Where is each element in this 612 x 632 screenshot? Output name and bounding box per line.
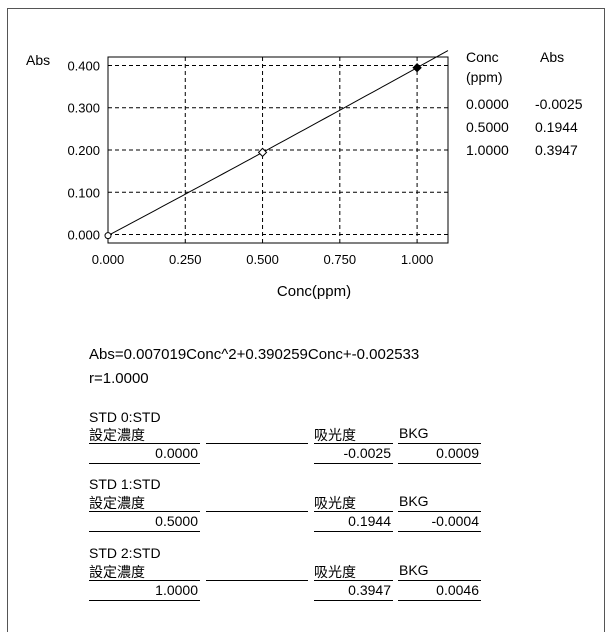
standard-block-1: STD 1:STD 設定濃度 吸光度 BKG 0.5000 0.1944 -0.… [89,476,489,532]
regression-equation: Abs=0.007019Conc^2+0.390259Conc+-0.00253… [89,346,420,363]
y-tick-label: 0.000 [67,228,100,243]
x-tick-label: 1.000 [401,252,434,267]
data-point-2 [412,62,422,73]
value-absorbance: -0.0025 [343,445,391,461]
table-header-conc: Conc [466,49,499,65]
table-row-0-conc: 0.0000 [466,96,509,112]
calibration-table: Conc (ppm) Abs 0.0000 -0.0025 0.5000 0.1… [0,0,612,160]
x-tick-label: 0.250 [169,252,202,267]
label-bkg: BKG [399,425,429,441]
x-tick-label: 0.500 [246,252,279,267]
underline [89,443,200,444]
data-point-1 [257,147,268,158]
report-frame [7,8,605,632]
label-set-concentration: 設定濃度 [89,564,145,580]
underline [206,580,308,581]
underline [314,443,393,444]
calibration-curve [107,50,449,237]
x-axis-label: Conc(ppm) [277,283,351,300]
value-set-concentration: 1.0000 [155,582,198,598]
label-absorbance: 吸光度 [314,564,356,580]
label-set-concentration: 設定濃度 [89,427,145,443]
underline [398,443,481,444]
value-bkg: 0.0009 [436,445,479,461]
underline [89,580,200,581]
underline [314,580,393,581]
value-bkg: -0.0004 [431,513,479,529]
table-row-1-abs: 0.1944 [535,119,578,135]
standard-name: STD 1:STD [89,476,161,492]
correlation-coefficient: r=1.0000 [89,370,149,387]
x-tick-label: 0.750 [324,252,357,267]
underline [89,511,200,512]
standard-name: STD 0:STD [89,409,161,425]
y-axis-label: Abs [26,52,50,68]
y-tick-label: 0.100 [67,185,100,200]
table-header-conc-unit: (ppm) [466,69,503,85]
underline [398,600,481,601]
table-row-2-abs: 0.3947 [535,142,578,158]
table-row-1-conc: 0.5000 [466,119,509,135]
x-tick-label: 0.000 [92,252,125,267]
underline [314,531,393,532]
standard-block-2: STD 2:STD 設定濃度 吸光度 BKG 1.0000 0.3947 0.0… [89,545,489,601]
y-tick-label: 0.200 [67,143,100,158]
value-absorbance: 0.3947 [348,582,391,598]
value-set-concentration: 0.0000 [155,445,198,461]
label-absorbance: 吸光度 [314,427,356,443]
value-bkg: 0.0046 [436,582,479,598]
table-header-abs: Abs [540,49,565,65]
y-tick-label: 0.300 [67,101,100,116]
label-bkg: BKG [399,562,429,578]
value-set-concentration: 0.5000 [155,513,198,529]
calibration-chart: Abs Conc(ppm) 0.000 0.250 0.500 0.750 1.0000… [26,50,449,300]
table-row-2-conc: 1.0000 [466,142,509,158]
underline [398,580,481,581]
table-row-0-abs: -0.0025 [535,96,583,112]
plot-area [107,56,449,244]
label-absorbance: 吸光度 [314,495,356,511]
standard-block-0: STD 0:STD 設定濃度 吸光度 BKG 0.0000 -0.0025 0.… [89,409,489,465]
underline [314,463,393,464]
label-bkg: BKG [399,493,429,509]
underline [89,600,200,601]
underline [314,600,393,601]
value-absorbance: 0.1944 [348,513,391,529]
standard-name: STD 2:STD [89,545,161,561]
underline [206,443,308,444]
underline [89,531,200,532]
underline [89,463,200,464]
data-point-0 [104,232,112,240]
underline [398,463,481,464]
chart-marks [104,50,449,240]
underline [398,511,481,512]
y-tick-label: 0.400 [67,58,100,73]
tick-labels: 0.000 0.250 0.500 0.750 1.000 0.000 0.100 0.200… [67,58,433,267]
underline [206,511,308,512]
underline [398,531,481,532]
label-set-concentration: 設定濃度 [89,495,145,511]
underline [314,511,393,512]
